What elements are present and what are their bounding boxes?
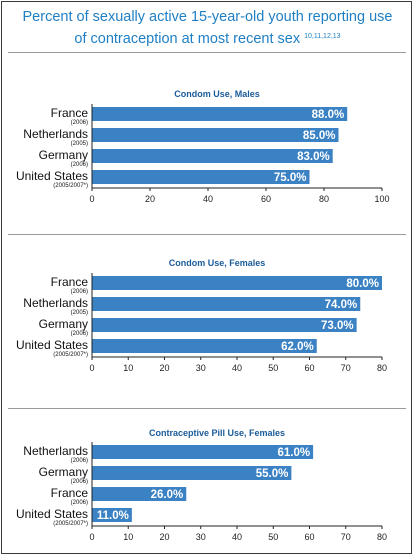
bar-value-label: 26.0% (151, 489, 184, 501)
panel-title: Condom Use, Females (169, 258, 266, 268)
panel-title: Contraceptive Pill Use, Females (149, 428, 285, 438)
category-year-label: (2006) (71, 500, 88, 506)
bar (92, 276, 382, 290)
bar-value-label: 73.0% (321, 320, 354, 332)
bar-value-label: 55.0% (256, 468, 289, 480)
x-tick-label: 40 (232, 363, 242, 373)
bar-value-label: 61.0% (278, 447, 311, 459)
bar (92, 445, 314, 459)
title-line-1: Percent of sexually active 15-year-old y… (22, 9, 393, 25)
bar-value-label: 62.0% (281, 341, 314, 353)
category-year-label: (2006) (71, 120, 88, 126)
bar (92, 170, 310, 184)
bar (92, 339, 317, 353)
category-label: United States (16, 338, 88, 352)
bar-value-label: 88.0% (312, 109, 345, 121)
x-tick-label: 0 (89, 532, 94, 542)
category-label: France (51, 106, 89, 120)
bar (92, 466, 292, 480)
x-tick-label: 10 (123, 363, 133, 373)
bar (92, 487, 187, 501)
bar (92, 318, 357, 332)
category-label: France (51, 486, 89, 500)
x-tick-label: 50 (268, 363, 278, 373)
category-label: Germany (39, 317, 88, 331)
x-tick-label: 60 (304, 363, 314, 373)
x-tick-label: 20 (159, 532, 169, 542)
title-line-2: of contraception at most recent sex (74, 31, 301, 47)
category-year-label: (2005/2007*) (53, 352, 88, 358)
category-label: Netherlands (23, 127, 88, 141)
category-label: Netherlands (23, 444, 88, 458)
x-tick-label: 70 (341, 532, 351, 542)
category-label: Netherlands (23, 296, 88, 310)
x-tick-label: 40 (203, 194, 213, 204)
bar (92, 508, 132, 522)
x-tick-label: 80 (377, 532, 387, 542)
x-tick-label: 20 (159, 363, 169, 373)
x-tick-label: 60 (304, 532, 314, 542)
bar-value-label: 75.0% (274, 172, 307, 184)
x-tick-label: 30 (196, 363, 206, 373)
x-tick-label: 70 (341, 363, 351, 373)
x-tick-label: 10 (123, 532, 133, 542)
divider-bottom (8, 408, 406, 409)
category-label: France (51, 275, 89, 289)
title-references: 10,11,12,13 (304, 33, 341, 40)
x-tick-label: 40 (232, 532, 242, 542)
bar-value-label: 74.0% (325, 299, 358, 311)
bar-value-label: 85.0% (303, 130, 336, 142)
category-year-label: (2005) (71, 310, 88, 316)
x-tick-label: 80 (377, 363, 387, 373)
category-year-label: (2006) (71, 331, 88, 337)
category-label: United States (16, 507, 88, 521)
x-tick-label: 20 (145, 194, 155, 204)
category-label: Germany (39, 148, 88, 162)
divider-top (8, 52, 406, 53)
x-tick-label: 50 (268, 532, 278, 542)
bar (92, 107, 348, 121)
x-tick-label: 0 (89, 363, 94, 373)
category-label: Germany (39, 465, 88, 479)
category-year-label: (2006) (71, 162, 88, 168)
category-label: United States (16, 169, 88, 183)
bar (92, 149, 333, 163)
bar-value-label: 83.0% (297, 151, 330, 163)
bar-value-label: 80.0% (346, 278, 379, 290)
x-tick-label: 80 (319, 194, 329, 204)
bar (92, 128, 339, 142)
category-year-label: (2005/2007*) (53, 521, 88, 527)
x-tick-label: 100 (374, 194, 389, 204)
category-year-label: (2006) (71, 479, 88, 485)
category-year-label: (2006) (71, 289, 88, 295)
x-tick-label: 60 (261, 194, 271, 204)
figure-title: Percent of sexually active 15-year-old y… (0, 8, 415, 49)
panel-title: Condom Use, Males (174, 89, 260, 99)
x-tick-label: 30 (196, 532, 206, 542)
bar (92, 297, 361, 311)
category-year-label: (2005) (71, 141, 88, 147)
bar-value-label: 11.0% (97, 510, 129, 522)
x-tick-label: 0 (89, 194, 94, 204)
divider-middle (8, 234, 406, 235)
category-year-label: (2006) (71, 458, 88, 464)
category-year-label: (2005/2007*) (53, 183, 88, 189)
